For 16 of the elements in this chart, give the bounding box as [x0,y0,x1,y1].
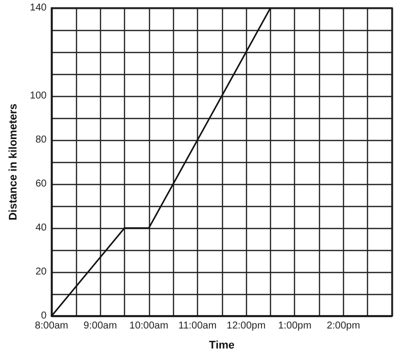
x-tick-label: 1:00pm [278,320,312,332]
y-tick-label: 0 [41,310,48,322]
x-tick-label: 2:00pm [326,320,360,332]
y-tick-label: 40 [35,222,48,234]
x-tick-label: 10:00am [129,320,168,332]
y-tick-label: 20 [35,266,48,278]
y-axis-title: Distance in kilometers [8,104,20,220]
x-axis-title: Time [209,340,235,352]
x-tick-label: 11:00am [178,320,217,332]
y-tick-label: 100 [30,90,48,102]
y-tick-label: 140 [30,2,48,14]
x-tick-label: 9:00am [84,320,117,332]
y-tick-label: 60 [35,178,48,190]
x-tick-label: 12:00pm [226,320,266,332]
y-tick-label: 80 [35,134,48,146]
x-tick-label: 8:00am [34,320,68,332]
